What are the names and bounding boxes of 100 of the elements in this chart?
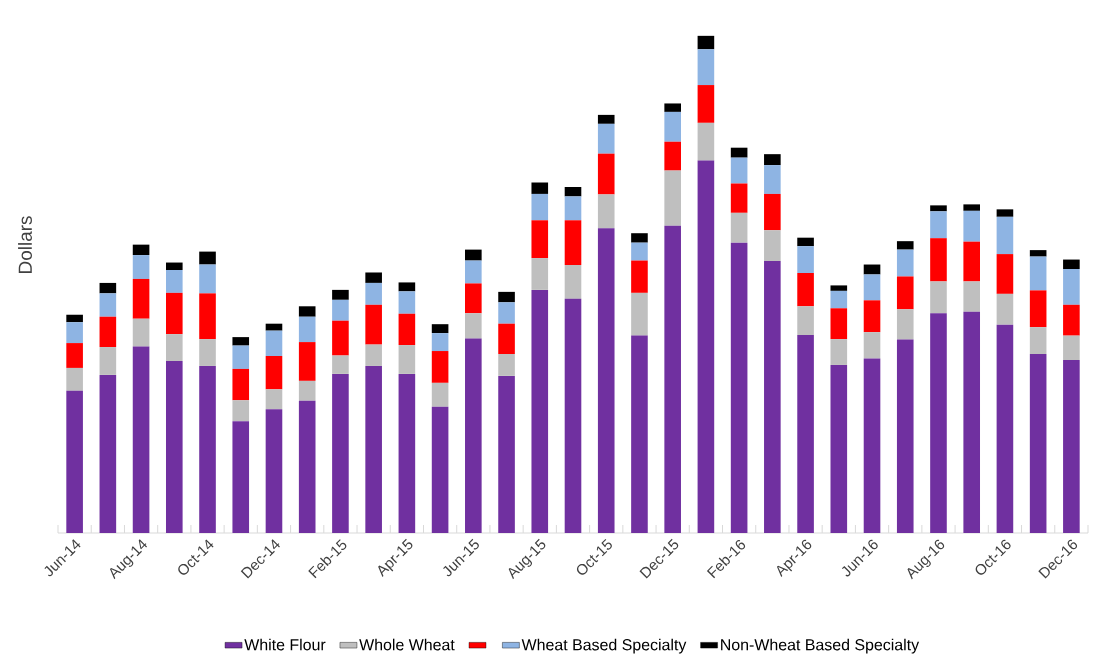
bar <box>930 281 947 314</box>
bar <box>199 251 216 265</box>
bar <box>863 300 881 333</box>
bar <box>332 320 349 356</box>
bar <box>830 364 848 533</box>
bar <box>66 367 83 391</box>
bar <box>165 270 183 293</box>
bar <box>597 114 615 124</box>
bar <box>332 289 349 300</box>
bar <box>199 293 216 340</box>
bar <box>1029 290 1047 328</box>
bar <box>830 285 848 291</box>
bar <box>863 358 881 533</box>
bar <box>963 281 981 312</box>
bar <box>830 290 848 309</box>
bar <box>1029 250 1047 257</box>
bar <box>996 293 1014 325</box>
bar <box>298 400 316 533</box>
bar <box>1029 354 1047 533</box>
bar <box>597 194 615 229</box>
bar <box>265 409 283 533</box>
bar <box>265 389 283 410</box>
bar <box>730 157 748 184</box>
bar <box>398 313 416 346</box>
bar <box>465 313 482 339</box>
bar <box>99 316 117 348</box>
bar <box>896 241 914 250</box>
bar <box>631 233 648 243</box>
bar <box>564 196 582 221</box>
bar <box>99 282 117 294</box>
bar <box>132 244 150 256</box>
bar <box>996 324 1014 533</box>
bar <box>730 212 748 243</box>
bar <box>996 216 1014 255</box>
bar <box>498 291 515 303</box>
bar <box>531 258 549 290</box>
bar <box>597 228 615 533</box>
bar <box>1063 304 1080 336</box>
bar <box>797 237 814 247</box>
legend-label: Whole Wheat <box>359 638 455 651</box>
bar <box>332 299 349 321</box>
bar <box>132 318 150 347</box>
bar <box>99 347 117 375</box>
bar <box>165 334 183 361</box>
bar <box>697 49 715 86</box>
bar <box>365 282 382 305</box>
bar <box>830 339 848 365</box>
bar <box>298 306 316 317</box>
bar <box>66 390 83 533</box>
bar <box>431 382 449 407</box>
bar <box>165 360 183 533</box>
bar <box>664 141 681 171</box>
bar <box>165 262 183 270</box>
bar <box>564 220 582 266</box>
bar <box>232 421 250 533</box>
bar <box>498 323 515 355</box>
bar <box>564 186 582 197</box>
bar <box>631 242 648 261</box>
bar <box>1029 327 1047 355</box>
bar <box>99 374 117 533</box>
bar <box>597 153 615 195</box>
bar <box>431 324 449 334</box>
bar <box>797 246 814 273</box>
bar <box>797 306 814 336</box>
bar <box>531 220 549 259</box>
bar <box>730 183 748 213</box>
bar <box>199 264 216 294</box>
bar <box>398 282 416 292</box>
bar <box>431 406 449 533</box>
bar <box>930 211 947 239</box>
bar <box>963 204 981 211</box>
bar <box>265 356 283 390</box>
bar <box>398 345 416 374</box>
bar <box>298 380 316 401</box>
bar <box>498 302 515 324</box>
bar <box>199 339 216 366</box>
bar <box>896 339 914 533</box>
bar <box>232 337 250 346</box>
bar <box>1063 335 1080 360</box>
bar <box>730 242 748 533</box>
bar <box>465 249 482 261</box>
bar <box>597 123 615 154</box>
bar <box>863 274 881 301</box>
bar <box>365 272 382 283</box>
bar <box>830 308 848 340</box>
bar <box>631 292 648 336</box>
bar <box>531 289 549 533</box>
bar <box>1063 359 1080 533</box>
bar <box>1029 256 1047 291</box>
bar <box>132 255 150 279</box>
legend-label: White Flour <box>244 638 326 651</box>
bar <box>730 147 748 158</box>
bar <box>431 333 449 352</box>
bar <box>697 122 715 161</box>
bar <box>265 323 283 331</box>
bar <box>764 193 781 231</box>
bar <box>365 304 382 345</box>
bar <box>797 272 814 307</box>
bar <box>896 249 914 277</box>
bar <box>664 225 681 533</box>
